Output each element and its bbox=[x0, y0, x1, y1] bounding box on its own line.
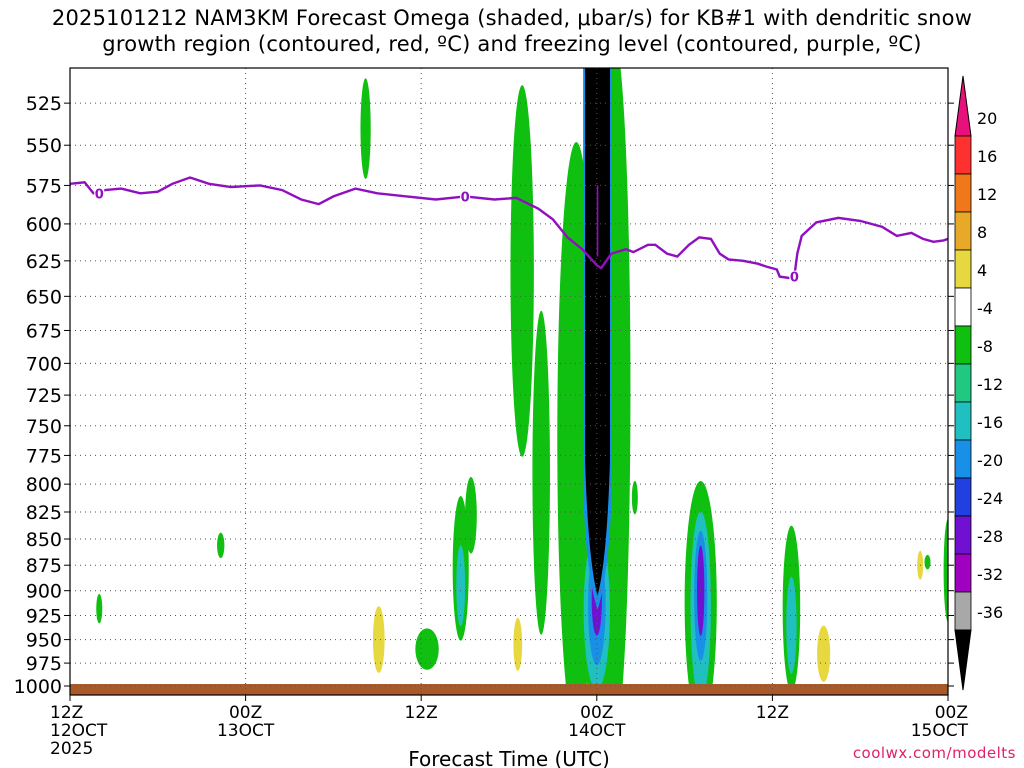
y-tick-label: 650 bbox=[26, 286, 62, 308]
colorbar-label: 16 bbox=[977, 147, 997, 166]
x-tick-label: 14OCT bbox=[568, 721, 626, 741]
omega-region-yellow bbox=[372, 606, 385, 673]
chart-title-line-2: growth region (contoured, red, ºC) and f… bbox=[102, 32, 922, 56]
y-tick-label: 550 bbox=[26, 135, 62, 157]
colorbar-swatch bbox=[954, 135, 972, 175]
colorbar-label: -24 bbox=[977, 489, 1003, 508]
y-tick-label: 800 bbox=[26, 474, 62, 496]
y-tick-label: 725 bbox=[26, 385, 62, 407]
colorbar-swatch bbox=[954, 591, 972, 631]
omega-region-green bbox=[532, 310, 550, 635]
omega-column-core bbox=[585, 68, 610, 596]
colorbar-label: 12 bbox=[977, 185, 997, 204]
plot-frame bbox=[69, 67, 949, 696]
y-tick-label: 975 bbox=[26, 653, 62, 675]
y-tick-label: 925 bbox=[26, 605, 62, 627]
freezing-level-line bbox=[70, 176, 948, 280]
freezing-level-label: 0 bbox=[790, 271, 799, 286]
colorbar-swatch bbox=[954, 553, 972, 593]
y-tick-label: 625 bbox=[26, 251, 62, 273]
colorbar-label: -20 bbox=[977, 451, 1003, 470]
omega-region-green bbox=[510, 85, 534, 457]
colorbar-swatch bbox=[954, 249, 972, 289]
colorbar: 20 16 12 8 4 -4 -8 -12 -16 -20 -24 -28 -32 -36 bbox=[954, 75, 1003, 691]
omega-region-green bbox=[924, 554, 931, 570]
omega-region-yellow bbox=[817, 625, 831, 682]
x-tick-label: 00Z bbox=[229, 703, 262, 723]
y-tick-label: 525 bbox=[26, 93, 62, 115]
omega-region-green bbox=[631, 480, 638, 515]
y-tick-label: 825 bbox=[26, 502, 62, 524]
y-tick-label: 700 bbox=[26, 353, 62, 375]
y-tick-label: 775 bbox=[26, 445, 62, 467]
x-tick-label: 13OCT bbox=[217, 721, 275, 741]
omega-region-yellow bbox=[513, 617, 523, 671]
omega-region-green bbox=[943, 518, 948, 622]
freezing-level-label: 0 bbox=[95, 187, 104, 202]
colorbar-label: -16 bbox=[977, 413, 1003, 432]
x-tick-label: 12Z bbox=[405, 703, 438, 723]
colorbar-label: -12 bbox=[977, 375, 1003, 394]
omega-region-green bbox=[217, 532, 225, 559]
x-tick-label: 12Z bbox=[50, 703, 83, 723]
y-tick-label: 1000 bbox=[14, 676, 62, 698]
omega-region-teal bbox=[786, 576, 797, 674]
colorbar-label: -28 bbox=[977, 527, 1003, 546]
colorbar-label: -8 bbox=[977, 337, 993, 356]
colorbar-swatch bbox=[954, 515, 972, 555]
y-tick-label: 850 bbox=[26, 529, 62, 551]
colorbar-swatch bbox=[954, 363, 972, 403]
y-tick-label: 600 bbox=[26, 214, 62, 236]
colorbar-label: 8 bbox=[977, 223, 987, 242]
y-tick-label: 750 bbox=[26, 416, 62, 438]
omega-region-teal bbox=[456, 545, 466, 627]
grid bbox=[70, 68, 948, 695]
x-axis-title: Forecast Time (UTC) bbox=[408, 747, 610, 768]
x-tick-label: 12OCT bbox=[50, 721, 108, 741]
credit-text[interactable]: coolwx.com/modelts bbox=[852, 744, 1016, 762]
chart-title-line-1: 2025101212 NAM3KM Forecast Omega (shaded… bbox=[51, 6, 973, 30]
colorbar-swatch bbox=[954, 477, 972, 517]
colorbar-label: -32 bbox=[977, 565, 1003, 584]
colorbar-swatch bbox=[954, 173, 972, 213]
y-tick-label: 950 bbox=[26, 630, 62, 652]
colorbar-swatch bbox=[954, 401, 972, 441]
freezing-label-bg bbox=[789, 270, 800, 285]
x-tick-label: 2025 bbox=[50, 739, 93, 759]
x-tick-label: 00Z bbox=[580, 703, 613, 723]
omega-region-green bbox=[465, 477, 477, 554]
y-tick-label: 675 bbox=[26, 320, 62, 342]
freezing-label-bg bbox=[94, 187, 105, 202]
x-tick-label: 12Z bbox=[756, 703, 789, 723]
x-tick-label: 15OCT bbox=[911, 721, 969, 741]
freezing-level-label: 0 bbox=[461, 190, 470, 205]
omega-region-green bbox=[96, 593, 103, 624]
colorbar-cap-top bbox=[954, 75, 972, 137]
colorbar-label: 4 bbox=[977, 261, 987, 280]
y-tick-label: 900 bbox=[26, 581, 62, 603]
omega-region-green bbox=[360, 78, 371, 179]
colorbar-label: -4 bbox=[977, 299, 993, 318]
y-tick-label: 875 bbox=[26, 555, 62, 577]
plot-area: 0 0 0 bbox=[70, 68, 948, 695]
colorbar-cap-bottom bbox=[954, 629, 972, 691]
x-tick-label: 00Z bbox=[935, 703, 968, 723]
colorbar-label: 20 bbox=[977, 109, 997, 128]
freezing-label-bg bbox=[460, 190, 471, 205]
ground-fill bbox=[70, 683, 948, 695]
colorbar-label: -36 bbox=[977, 603, 1003, 622]
y-tick-label: 575 bbox=[26, 175, 62, 197]
colorbar-swatch bbox=[954, 211, 972, 251]
colorbar-swatch bbox=[954, 439, 972, 479]
colorbar-swatch bbox=[954, 325, 972, 365]
colorbar-swatch bbox=[954, 287, 972, 327]
